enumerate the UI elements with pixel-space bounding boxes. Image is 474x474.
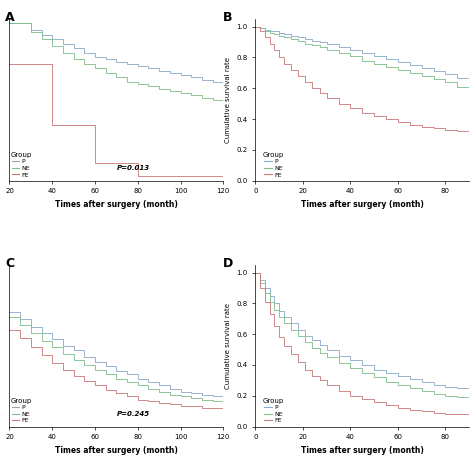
- Legend: P, NE, FE: P, NE, FE: [263, 152, 284, 178]
- X-axis label: Times after surgery (month): Times after surgery (month): [301, 446, 424, 455]
- Text: P=0.245: P=0.245: [117, 411, 149, 417]
- X-axis label: Times after surgery (month): Times after surgery (month): [55, 200, 178, 209]
- Legend: P, NE, FE: P, NE, FE: [10, 152, 32, 178]
- X-axis label: Times after surgery (month): Times after surgery (month): [301, 200, 424, 209]
- Text: D: D: [223, 257, 234, 270]
- Text: P=0.013: P=0.013: [117, 165, 149, 171]
- Legend: P, NE, FE: P, NE, FE: [10, 398, 32, 423]
- Y-axis label: Cumulative survival rate: Cumulative survival rate: [225, 303, 231, 389]
- Text: C: C: [5, 257, 14, 270]
- Text: A: A: [5, 11, 15, 24]
- Text: B: B: [223, 11, 233, 24]
- Y-axis label: Cumulative survival rate: Cumulative survival rate: [225, 57, 231, 143]
- X-axis label: Times after surgery (month): Times after surgery (month): [55, 446, 178, 455]
- Legend: P, NE, FE: P, NE, FE: [263, 398, 284, 423]
